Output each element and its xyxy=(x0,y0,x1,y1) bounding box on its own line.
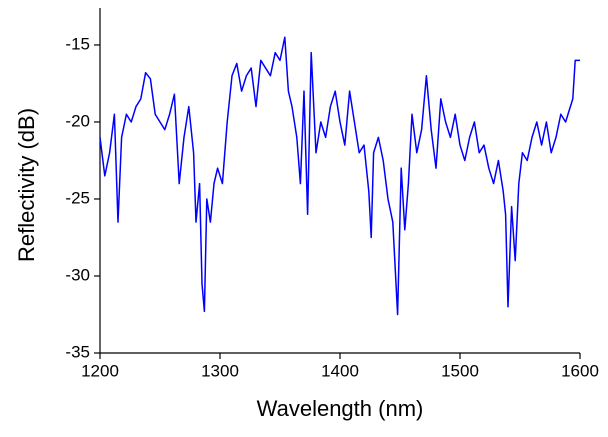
x-tick-label: 1600 xyxy=(561,361,599,380)
data-line xyxy=(99,36,580,316)
y-tick-label: -30 xyxy=(65,265,90,284)
y-tick-label: -25 xyxy=(65,188,90,207)
y-tick-label: -35 xyxy=(65,342,90,361)
x-tick-label: 1400 xyxy=(321,361,359,380)
x-tick-label: 1500 xyxy=(441,361,479,380)
y-tick-label: -20 xyxy=(65,111,90,130)
x-tick-label: 1300 xyxy=(201,361,239,380)
y-axis-label: Reflectivity (dB) xyxy=(14,108,39,262)
y-tick-label: -15 xyxy=(65,34,90,53)
x-tick-label: 1200 xyxy=(81,361,119,380)
x-axis-label: Wavelength (nm) xyxy=(257,396,424,421)
